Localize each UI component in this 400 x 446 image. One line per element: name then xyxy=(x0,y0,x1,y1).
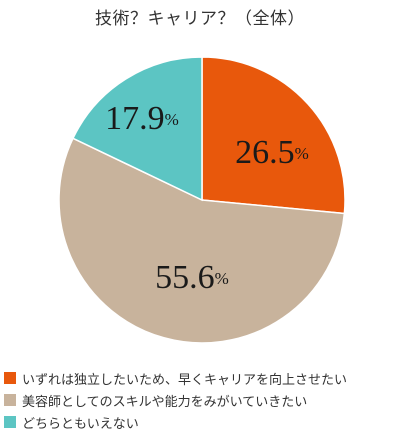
pie-slice xyxy=(58,137,346,344)
legend-item-neither: どちらともいえない xyxy=(4,411,400,433)
legend-swatch-career xyxy=(4,372,16,384)
slice-value-label: 55.6% xyxy=(155,259,229,296)
pie-slice xyxy=(71,56,203,202)
legend: いずれは独立したいため、早くキャリアを向上させたい 美容師としてのスキルや能力を… xyxy=(4,367,400,433)
slice-value-label: 17.9% xyxy=(105,100,179,137)
legend-label: どちらともいえない xyxy=(22,416,139,432)
legend-swatch-skill xyxy=(4,394,16,406)
pie-slice xyxy=(201,56,346,215)
legend-label: 美容師としてのスキルや能力をみがいていきたい xyxy=(22,394,308,410)
slice-value-label: 26.5% xyxy=(235,134,309,171)
legend-item-skill: 美容師としてのスキルや能力をみがいていきたい xyxy=(4,389,400,411)
chart-title: 技術？キャリア？（全体） xyxy=(95,9,305,29)
legend-item-career: いずれは独立したいため、早くキャリアを向上させたい xyxy=(4,367,400,389)
legend-label: いずれは独立したいため、早くキャリアを向上させたい xyxy=(22,372,348,388)
legend-swatch-neither xyxy=(4,416,16,428)
